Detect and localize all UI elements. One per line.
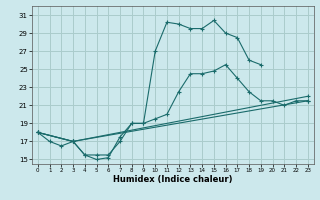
- X-axis label: Humidex (Indice chaleur): Humidex (Indice chaleur): [113, 175, 233, 184]
